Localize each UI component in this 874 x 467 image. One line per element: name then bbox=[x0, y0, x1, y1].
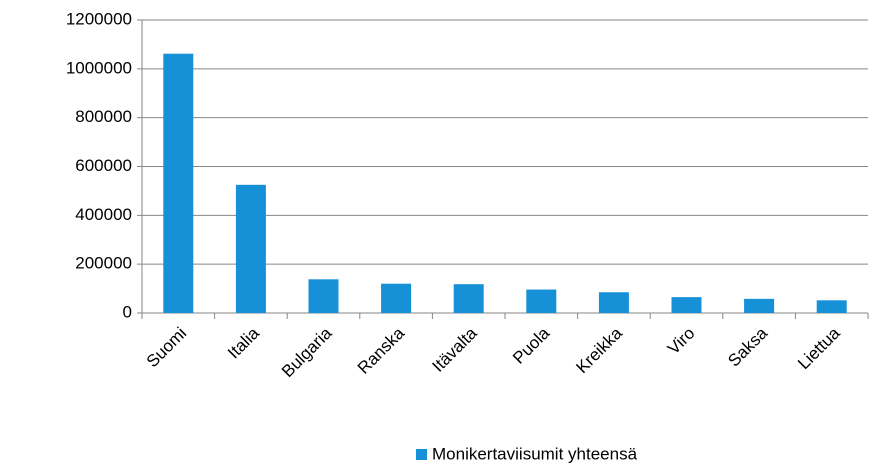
x-tick-label: Viro bbox=[664, 324, 699, 359]
y-tick-label: 200000 bbox=[75, 254, 132, 273]
y-tick-label: 400000 bbox=[75, 205, 132, 224]
x-tick-label: Italia bbox=[224, 323, 263, 362]
bar bbox=[816, 300, 847, 313]
bar bbox=[308, 279, 339, 313]
bar bbox=[526, 289, 557, 313]
bar bbox=[744, 298, 775, 313]
y-tick-label: 1000000 bbox=[66, 58, 132, 77]
bar bbox=[598, 292, 629, 313]
y-tick-label: 800000 bbox=[75, 107, 132, 126]
x-tick-label: Saksa bbox=[724, 323, 771, 370]
x-tick-label: Bulgaria bbox=[278, 323, 336, 381]
bar bbox=[671, 297, 702, 313]
bar bbox=[235, 184, 266, 313]
x-tick-label: Puola bbox=[509, 323, 554, 368]
bar bbox=[453, 284, 484, 313]
y-tick-label: 600000 bbox=[75, 156, 132, 175]
x-tick-label: Itävalta bbox=[429, 323, 482, 376]
legend-label: Monikertaviisumit yhteensä bbox=[432, 444, 638, 463]
bar bbox=[381, 283, 412, 313]
y-tick-label: 0 bbox=[123, 302, 132, 321]
bar bbox=[163, 53, 194, 313]
x-tick-label: Liettua bbox=[794, 323, 844, 373]
x-tick-label: Suomi bbox=[143, 324, 191, 372]
x-tick-label: Ranska bbox=[354, 323, 409, 378]
y-tick-label: 1200000 bbox=[66, 9, 132, 28]
legend-swatch bbox=[416, 449, 427, 460]
x-tick-label: Kreikka bbox=[572, 323, 626, 377]
